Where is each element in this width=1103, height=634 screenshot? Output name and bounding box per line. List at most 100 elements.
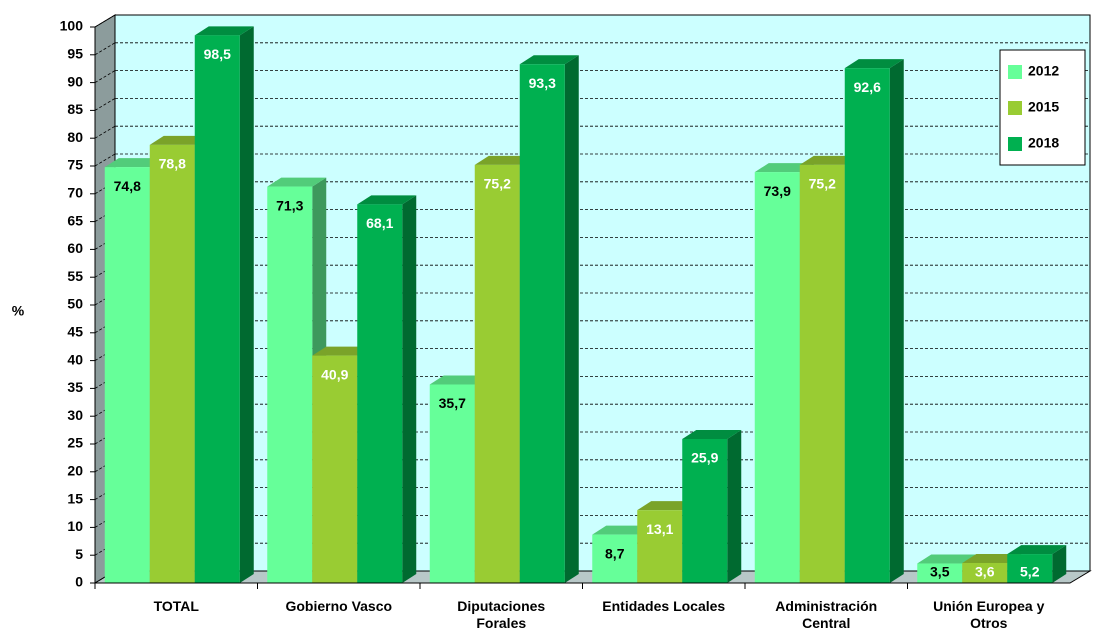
y-tick-label: 65 [67, 212, 83, 228]
value-label: 71,3 [276, 197, 303, 213]
bar-side [889, 59, 904, 584]
value-label: 8,7 [605, 545, 625, 561]
value-label: 68,1 [366, 215, 393, 231]
y-tick-label: 75 [67, 157, 83, 173]
y-tick-label: 35 [67, 379, 83, 395]
y-tick-label: 40 [67, 351, 83, 367]
y-tick-label: 30 [67, 407, 83, 423]
grid-line-side [94, 70, 116, 83]
bar [682, 438, 728, 583]
value-label: 3,6 [975, 564, 995, 580]
bar-top [592, 525, 652, 535]
bar [474, 164, 520, 583]
bar [194, 35, 240, 583]
bar-top [637, 501, 697, 511]
bar-top [312, 346, 372, 356]
y-tick-label: 5 [75, 546, 83, 562]
bar-side [1052, 545, 1067, 583]
bar-side [727, 429, 742, 583]
x-tick-label: Unión Europea y Otros [933, 598, 1045, 631]
bar [429, 384, 475, 583]
bar-top [267, 177, 327, 187]
bar [104, 167, 150, 583]
value-label: 73,9 [764, 183, 791, 199]
bar [267, 186, 313, 583]
y-tick-label: 15 [67, 490, 83, 506]
value-label: 75,2 [484, 176, 511, 192]
bar-top [799, 155, 859, 165]
bar-top [149, 135, 209, 145]
legend-swatch [1008, 137, 1022, 151]
x-tick-label: Gobierno Vasco [285, 598, 393, 614]
value-label: 25,9 [691, 450, 718, 466]
value-label: 75,2 [809, 176, 836, 192]
y-axis-label: % [12, 303, 25, 319]
bar-side [402, 195, 417, 583]
grid-line-side [94, 125, 116, 139]
legend-label: 2015 [1028, 99, 1059, 115]
bar [799, 164, 845, 583]
y-tick-label: 20 [67, 463, 83, 479]
grid-line-side [94, 42, 116, 56]
y-tick-label: 80 [67, 129, 83, 145]
x-tick-label: Diputaciones Forales [457, 598, 546, 631]
bar-top [962, 553, 1022, 563]
y-tick-label: 55 [67, 268, 83, 284]
bar-top [357, 195, 417, 205]
bar [962, 562, 1008, 583]
y-tick-label: 10 [67, 518, 83, 534]
x-tick-label: TOTAL [153, 598, 199, 614]
y-tick-label: 0 [75, 574, 83, 590]
y-tick-label: 60 [67, 240, 83, 256]
grid-line-side [94, 98, 116, 111]
bar [754, 172, 800, 583]
value-label: 92,6 [854, 79, 881, 95]
bar-top [104, 158, 164, 168]
bar-top [429, 375, 489, 385]
y-tick-label: 90 [67, 73, 83, 89]
legend-swatch [1008, 101, 1022, 115]
bar-side [564, 55, 579, 583]
legend-swatch [1008, 65, 1022, 79]
bar [1007, 554, 1053, 583]
bar-top [519, 55, 579, 65]
bar [149, 144, 195, 583]
bar [844, 68, 890, 584]
bar-side [239, 26, 254, 583]
bar-top [1007, 545, 1067, 555]
value-label: 35,7 [439, 395, 466, 411]
value-label: 3,5 [930, 564, 950, 580]
value-label: 13,1 [646, 521, 673, 537]
value-label: 74,8 [114, 178, 141, 194]
legend-label: 2012 [1028, 63, 1059, 79]
y-tick-label: 25 [67, 435, 83, 451]
bar-top [754, 163, 814, 173]
y-tick-label: 85 [67, 101, 83, 117]
legend-label: 2018 [1028, 135, 1059, 151]
value-label: 98,5 [204, 46, 231, 62]
y-tick-label: 100 [60, 18, 84, 34]
bar [519, 64, 565, 583]
value-label: 93,3 [529, 75, 556, 91]
y-tick-label: 95 [67, 46, 83, 62]
grid-line-side [94, 153, 116, 167]
y-tick-label: 50 [67, 296, 83, 312]
bar [917, 563, 963, 583]
value-label: 78,8 [159, 156, 186, 172]
bar-top [474, 155, 534, 165]
y-tick-label: 70 [67, 185, 83, 201]
bar [357, 204, 403, 583]
bar [312, 355, 358, 583]
bar-top [194, 26, 254, 36]
bar-top [917, 554, 977, 564]
value-label: 5,2 [1020, 564, 1040, 580]
y-tick-label: 45 [67, 324, 83, 340]
bar [592, 534, 638, 583]
x-tick-label: Entidades Locales [602, 598, 726, 614]
x-tick-label: Administración Central [775, 598, 878, 631]
bar-top [682, 429, 742, 439]
bar [637, 510, 683, 583]
value-label: 40,9 [321, 366, 348, 382]
